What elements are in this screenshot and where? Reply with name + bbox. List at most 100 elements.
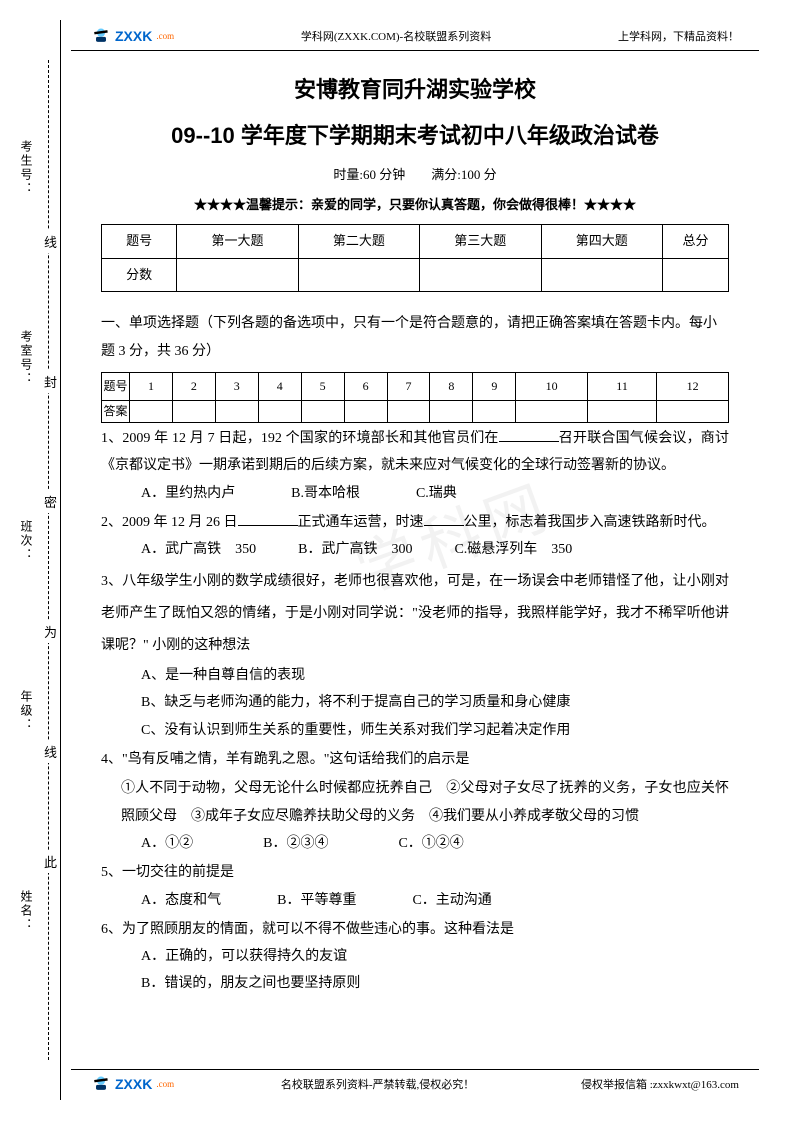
answer-num: 7 bbox=[387, 373, 430, 401]
seal-line bbox=[48, 60, 49, 1060]
seal-char-ci: 此 bbox=[44, 850, 57, 873]
q3-opt-a: A、是一种自尊自信的表现 bbox=[101, 662, 729, 689]
answer-table: 题号 1 2 3 4 5 6 7 8 9 10 11 12 答案 bbox=[101, 372, 729, 423]
title-meta: 时量:60 分钟 满分:100 分 bbox=[101, 163, 729, 188]
score-row-label: 分数 bbox=[102, 258, 177, 292]
table-row: 分数 bbox=[102, 258, 729, 292]
seal-char-mi: 密 bbox=[44, 490, 57, 513]
seal-char-wei: 为 bbox=[44, 620, 57, 643]
score-col: 第二大题 bbox=[298, 224, 419, 258]
q2-text-a: 2、2009 年 12 月 26 日 bbox=[101, 515, 238, 530]
score-col: 总分 bbox=[662, 224, 728, 258]
label-room-id: 考室号： bbox=[18, 330, 35, 386]
footer-center: 名校联盟系列资料-严禁转载,侵权必究！ bbox=[281, 1076, 474, 1092]
label-name: 姓名： bbox=[18, 890, 35, 932]
answer-num: 10 bbox=[516, 373, 588, 401]
q5-options: A．态度和气 B．平等尊重 C．主动沟通 bbox=[101, 887, 729, 914]
question-6: 6、为了照顾朋友的情面，就可以不得不做些违心的事。这种看法是 bbox=[101, 916, 729, 943]
score-table: 题号 第一大题 第二大题 第三大题 第四大题 总分 分数 bbox=[101, 224, 729, 292]
q4-sub: ①人不同于动物，父母无论什么时候都应抚养自己 ②父母对子女尽了抚养的义务，子女也… bbox=[101, 775, 729, 830]
q6-opt-a: A．正确的，可以获得持久的友谊 bbox=[101, 943, 729, 970]
answer-num: 8 bbox=[430, 373, 473, 401]
footer-logo: ZXXK .com bbox=[91, 1074, 174, 1094]
answer-row-label: 题号 bbox=[102, 373, 130, 401]
table-row: 题号 第一大题 第二大题 第三大题 第四大题 总分 bbox=[102, 224, 729, 258]
blank[interactable] bbox=[499, 428, 559, 442]
answer-cell[interactable] bbox=[473, 401, 516, 423]
seal-char-xian1: 线 bbox=[44, 230, 57, 253]
q1-options: A．里约热内卢 B.哥本哈根 C.瑞典 bbox=[101, 480, 729, 507]
logo-icon bbox=[91, 1074, 111, 1094]
question-1: 1、2009 年 12 月 7 日起，192 个国家的环境部长和其他官员们在召开… bbox=[101, 425, 729, 480]
logo: ZXXK .com bbox=[91, 26, 174, 46]
footer-logo-sub: .com bbox=[156, 1079, 174, 1089]
page-frame: ZXXK .com 学科网(ZXXK.COM)-名校联盟系列资料 上学科网，下精品… bbox=[60, 20, 760, 1100]
answer-num: 12 bbox=[657, 373, 729, 401]
answer-cell[interactable] bbox=[258, 401, 301, 423]
answer-num: 1 bbox=[130, 373, 173, 401]
answer-cell[interactable] bbox=[215, 401, 258, 423]
q2-text-b: 正式通车运营，时速 bbox=[298, 515, 424, 530]
page-header: ZXXK .com 学科网(ZXXK.COM)-名校联盟系列资料 上学科网，下精品… bbox=[71, 20, 759, 51]
title-exam: 09--10 学年度下学期期末考试初中八年级政治试卷 bbox=[101, 115, 729, 157]
score-cell[interactable] bbox=[298, 258, 419, 292]
answer-num: 11 bbox=[587, 373, 656, 401]
logo-sub: .com bbox=[156, 31, 174, 41]
score-cell[interactable] bbox=[420, 258, 541, 292]
title-hint: ★★★★温馨提示：亲爱的同学，只要你认真答题，你会做得很棒！★★★★ bbox=[101, 193, 729, 218]
q2-options: A．武广高铁 350 B．武广高铁 300 C.磁悬浮列车 350 bbox=[101, 536, 729, 563]
q3-opt-b: B、缺乏与老师沟通的能力，将不利于提高自己的学习质量和身心健康 bbox=[101, 689, 729, 716]
blank[interactable] bbox=[424, 512, 464, 526]
q3-opt-c: C、没有认识到师生关系的重要性，师生关系对我们学习起着决定作用 bbox=[101, 717, 729, 744]
score-col-label: 题号 bbox=[102, 224, 177, 258]
page-footer: ZXXK .com 名校联盟系列资料-严禁转载,侵权必究！ 侵权举报信箱 :zxx… bbox=[71, 1069, 759, 1100]
footer-right: 侵权举报信箱 :zxxkwxt@163.com bbox=[581, 1076, 739, 1092]
content-body: 安博教育同升湖实验学校 09--10 学年度下学期期末考试初中八年级政治试卷 时… bbox=[71, 51, 759, 998]
answer-cell[interactable] bbox=[344, 401, 387, 423]
answer-num: 5 bbox=[301, 373, 344, 401]
score-col: 第三大题 bbox=[420, 224, 541, 258]
answer-num: 3 bbox=[215, 373, 258, 401]
answer-cell[interactable] bbox=[516, 401, 588, 423]
answer-cell[interactable] bbox=[587, 401, 656, 423]
footer-logo-text: ZXXK bbox=[115, 1076, 152, 1092]
question-3: 3、八年级学生小刚的数学成绩很好，老师也很喜欢他，可是，在一场误会中老师错怪了他… bbox=[101, 566, 729, 663]
question-5: 5、一切交往的前提是 bbox=[101, 859, 729, 886]
answer-cell[interactable] bbox=[657, 401, 729, 423]
table-row: 答案 bbox=[102, 401, 729, 423]
binding-margin: 考生号： 考室号： 班次： 年级： 姓名： 线 封 密 为 线 此 bbox=[0, 20, 60, 1100]
answer-num: 6 bbox=[344, 373, 387, 401]
answer-cell[interactable] bbox=[130, 401, 173, 423]
q4-options: A．①② B．②③④ C．①②④ bbox=[101, 830, 729, 857]
label-grade: 年级： bbox=[18, 690, 35, 732]
answer-num: 4 bbox=[258, 373, 301, 401]
title-school: 安博教育同升湖实验学校 bbox=[101, 69, 729, 111]
header-center: 学科网(ZXXK.COM)-名校联盟系列资料 bbox=[301, 28, 491, 44]
blank[interactable] bbox=[238, 512, 298, 526]
q2-text-c: 公里，标志着我国步入高速铁路新时代。 bbox=[464, 515, 716, 530]
label-examinee-id: 考生号： bbox=[18, 140, 35, 196]
header-right: 上学科网，下精品资料！ bbox=[618, 28, 739, 44]
seal-char-feng: 封 bbox=[44, 370, 57, 393]
answer-cell[interactable] bbox=[172, 401, 215, 423]
answer-cell[interactable] bbox=[387, 401, 430, 423]
q1-text-a: 1、2009 年 12 月 7 日起，192 个国家的环境部长和其他官员们在 bbox=[101, 431, 499, 446]
answer-row-label: 答案 bbox=[102, 401, 130, 423]
score-cell[interactable] bbox=[177, 258, 298, 292]
logo-text: ZXXK bbox=[115, 28, 152, 44]
answer-num: 2 bbox=[172, 373, 215, 401]
q6-opt-b: B．错误的，朋友之间也要坚持原则 bbox=[101, 970, 729, 997]
score-cell[interactable] bbox=[541, 258, 662, 292]
seal-char-xian2: 线 bbox=[44, 740, 57, 763]
answer-cell[interactable] bbox=[301, 401, 344, 423]
score-col: 第四大题 bbox=[541, 224, 662, 258]
answer-num: 9 bbox=[473, 373, 516, 401]
section1-title: 一、单项选择题（下列各题的备选项中，只有一个是符合题意的，请把正确答案填在答题卡… bbox=[101, 310, 729, 366]
logo-icon bbox=[91, 26, 111, 46]
question-4: 4、"鸟有反哺之情，羊有跪乳之恩。"这句话给我们的启示是 bbox=[101, 746, 729, 773]
score-cell[interactable] bbox=[662, 258, 728, 292]
label-class: 班次： bbox=[18, 520, 35, 562]
table-row: 题号 1 2 3 4 5 6 7 8 9 10 11 12 bbox=[102, 373, 729, 401]
score-col: 第一大题 bbox=[177, 224, 298, 258]
answer-cell[interactable] bbox=[430, 401, 473, 423]
